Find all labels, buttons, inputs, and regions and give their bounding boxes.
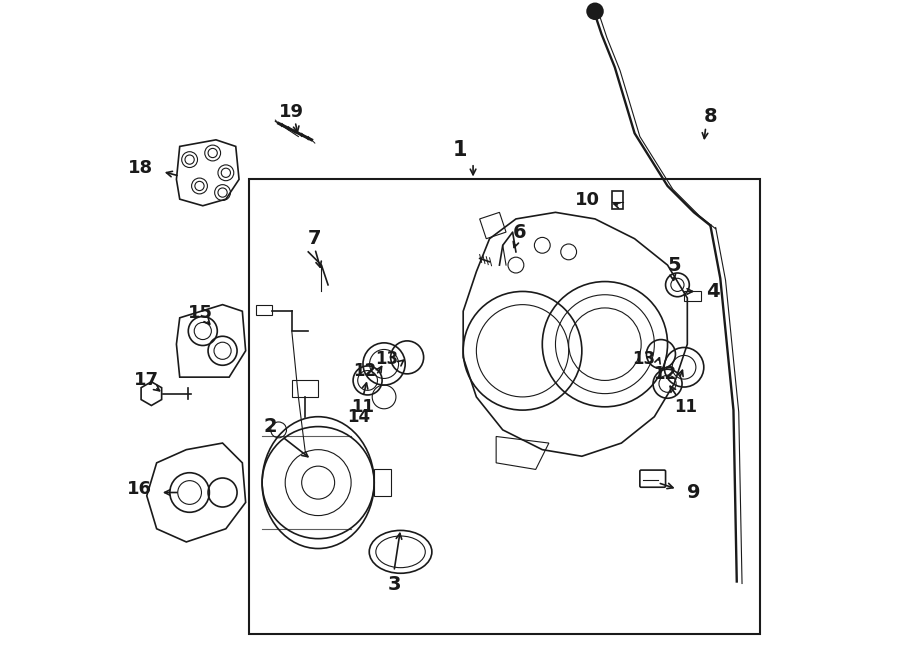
Bar (249, 179, 760, 634)
Text: 16: 16 (127, 480, 152, 498)
Circle shape (587, 3, 603, 19)
Text: 13: 13 (375, 350, 399, 368)
Text: 13: 13 (632, 350, 655, 368)
Text: 11: 11 (352, 398, 374, 416)
Text: 9: 9 (688, 483, 701, 502)
Text: 14: 14 (347, 408, 371, 426)
Text: 17: 17 (134, 371, 159, 389)
Ellipse shape (262, 416, 374, 549)
Text: 19: 19 (279, 103, 304, 121)
Text: 4: 4 (706, 282, 719, 301)
Text: 5: 5 (667, 256, 681, 275)
Text: 10: 10 (575, 191, 600, 209)
Bar (374, 469, 391, 496)
Text: 3: 3 (387, 575, 400, 594)
Text: 15: 15 (188, 304, 213, 322)
Bar (256, 305, 272, 314)
Bar (292, 381, 319, 397)
Text: 2: 2 (264, 417, 277, 436)
Text: 7: 7 (308, 229, 321, 248)
Text: 1: 1 (453, 140, 467, 160)
Text: 12: 12 (353, 361, 376, 379)
Bar (611, 191, 624, 209)
Text: 8: 8 (704, 107, 717, 126)
Text: 12: 12 (653, 365, 676, 383)
Text: 18: 18 (128, 158, 153, 177)
Bar (684, 291, 700, 301)
Text: 11: 11 (674, 398, 698, 416)
Text: 6: 6 (512, 222, 526, 242)
